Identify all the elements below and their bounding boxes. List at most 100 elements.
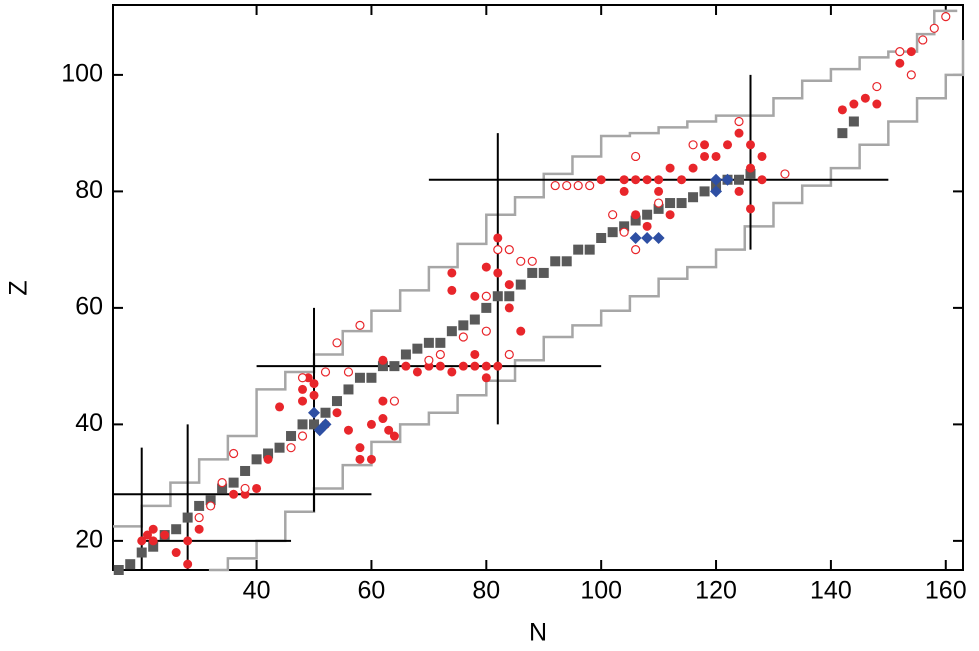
drip-line [208,39,965,572]
nucleus-open-point [286,443,296,453]
nucleus-point [654,175,664,185]
nucleus-point [343,425,353,435]
stable-nucleus [607,227,618,238]
y-tick-label: 20 [75,525,103,553]
nucleus-point [516,326,526,336]
nucleus-open-point [481,326,491,336]
stable-nucleus [194,500,205,511]
stable-nucleus [309,419,320,430]
nucleus-open-point [654,198,664,208]
stable-nucleus [182,512,193,523]
stable-nucleus [676,198,687,209]
plot-frame [112,4,964,571]
nucleus-point [677,175,687,185]
nucleus-point [183,536,193,546]
stable-nucleus [734,174,745,185]
stable-nucleus [136,547,147,558]
nucleus-open-point [194,512,204,523]
stable-nucleus [286,431,297,442]
nucleus-open-point [458,332,468,342]
nucleus-open-point [493,245,503,255]
nucleus-open-point [631,245,641,255]
nucleus-point [837,105,847,115]
nucleus-open-point [206,501,216,511]
nucleus-open-point [343,367,354,377]
nucleus-diamond [319,418,332,431]
stable-nucleus [642,209,653,220]
nucleus-point [654,186,664,196]
nucleus-point [481,361,491,371]
nucleus-point [142,530,152,540]
nucleus-open-point [424,355,434,365]
nucleus-point [746,163,755,173]
nucleus-point [746,140,755,150]
nucleus-open-point [550,180,560,191]
stable-nucleus [423,337,434,348]
nucleus-point [906,47,916,57]
nucleus-point [734,186,744,196]
nucleus-point [619,186,629,196]
y-tick-label: 40 [75,409,103,437]
nucleus-point [447,285,457,295]
nucleus-point [458,361,468,371]
nucleus-open-point [734,116,744,127]
nucleus-open-point [297,431,308,441]
drip-line [113,9,958,528]
y-tick-label: 100 [61,60,103,88]
stable-nucleus [619,221,630,232]
stable-nucleus [435,337,446,348]
nucleus-open-point [941,12,951,22]
nucleus-open-point [320,367,331,377]
stable-nucleus [469,314,480,325]
y-tick-label: 60 [75,292,103,320]
y-tick-label: 80 [75,176,103,204]
nucleus-open-point [780,169,790,179]
x-tick-label: 140 [810,577,852,605]
nucleus-point [148,524,158,534]
nucleus-open-point [562,180,572,191]
nucleus-open-point [688,140,698,150]
nucleus-point [389,431,399,441]
stable-nucleus [274,442,285,453]
nucleus-point [447,268,457,278]
stable-nucleus [320,407,331,418]
nucleus-point [366,419,376,429]
stable-nucleus [745,168,756,179]
nucleus-open-point [918,35,928,45]
nucleus-point [493,361,503,371]
nucleus-point [504,280,514,290]
nucleus-point [355,443,365,453]
stable-nucleus [527,267,538,278]
stable-nucleus [665,198,676,209]
nucleus-diamond [721,173,734,186]
nucleus-point [470,349,480,359]
nucleus-open-point [435,349,445,360]
nucleus-open-point [585,180,595,191]
nucleus-point [384,425,394,435]
nucleus-point [860,93,870,103]
x-axis-label: N [529,619,547,647]
x-tick-label: 40 [243,577,271,605]
stable-nucleus [538,267,549,278]
stable-nucleus [228,477,239,488]
x-tick-label: 120 [695,577,737,605]
nucleus-point [412,367,422,377]
nucleus-point [849,99,859,109]
stable-nucleus [584,244,595,255]
nucleus-open-point [573,180,583,191]
nucleus-open-point [355,320,365,330]
stable-nucleus [113,565,124,575]
stable-nucleus [240,465,251,476]
stable-nucleus [251,454,262,465]
nucleus-open-point [217,478,227,488]
stable-nucleus [331,396,342,407]
nucleus-point [700,151,710,161]
nucleus-point [723,140,733,150]
nucleus-point [148,536,158,546]
stable-nucleus [561,256,572,267]
nucleus-diamond [308,406,321,419]
stable-nucleus [148,541,159,552]
stable-nucleus [205,495,216,506]
nucleus-open-point [516,256,526,266]
